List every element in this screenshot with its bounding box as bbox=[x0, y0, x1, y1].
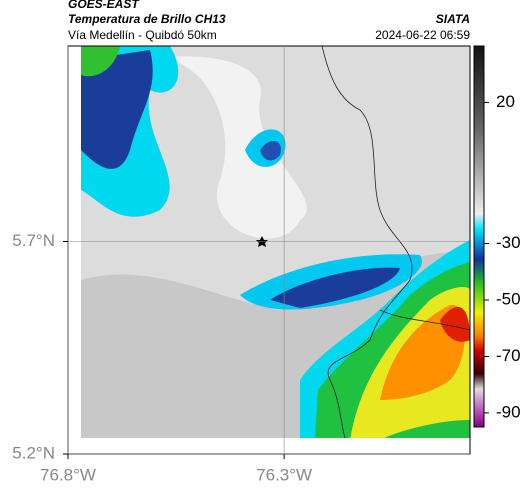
y-tick-label: 5.2°N bbox=[12, 443, 55, 462]
colorbar-tick-label: -90 bbox=[496, 402, 521, 421]
x-tick-label: 76.8°W bbox=[40, 465, 96, 484]
colorbar-tick-label: -50 bbox=[496, 289, 521, 308]
colorbar-tick-label: 20 bbox=[496, 92, 515, 111]
y-tick-label: 5.7°N bbox=[12, 231, 55, 250]
x-tick-label: 76.3°W bbox=[256, 465, 312, 484]
colorbar-tick-label: -70 bbox=[496, 346, 521, 365]
source: SIATA bbox=[436, 12, 470, 26]
colorbar-tick-label: -30 bbox=[496, 233, 521, 252]
subtitle: Temperatura de Brillo CH13 bbox=[68, 12, 226, 26]
timestamp: 2024-06-22 06:59 bbox=[375, 28, 470, 42]
region: Vía Medellín - Quibdó 50km bbox=[68, 28, 217, 42]
title: GOES-EAST bbox=[68, 0, 140, 11]
colorbar bbox=[473, 45, 485, 428]
satellite-image bbox=[81, 46, 470, 438]
